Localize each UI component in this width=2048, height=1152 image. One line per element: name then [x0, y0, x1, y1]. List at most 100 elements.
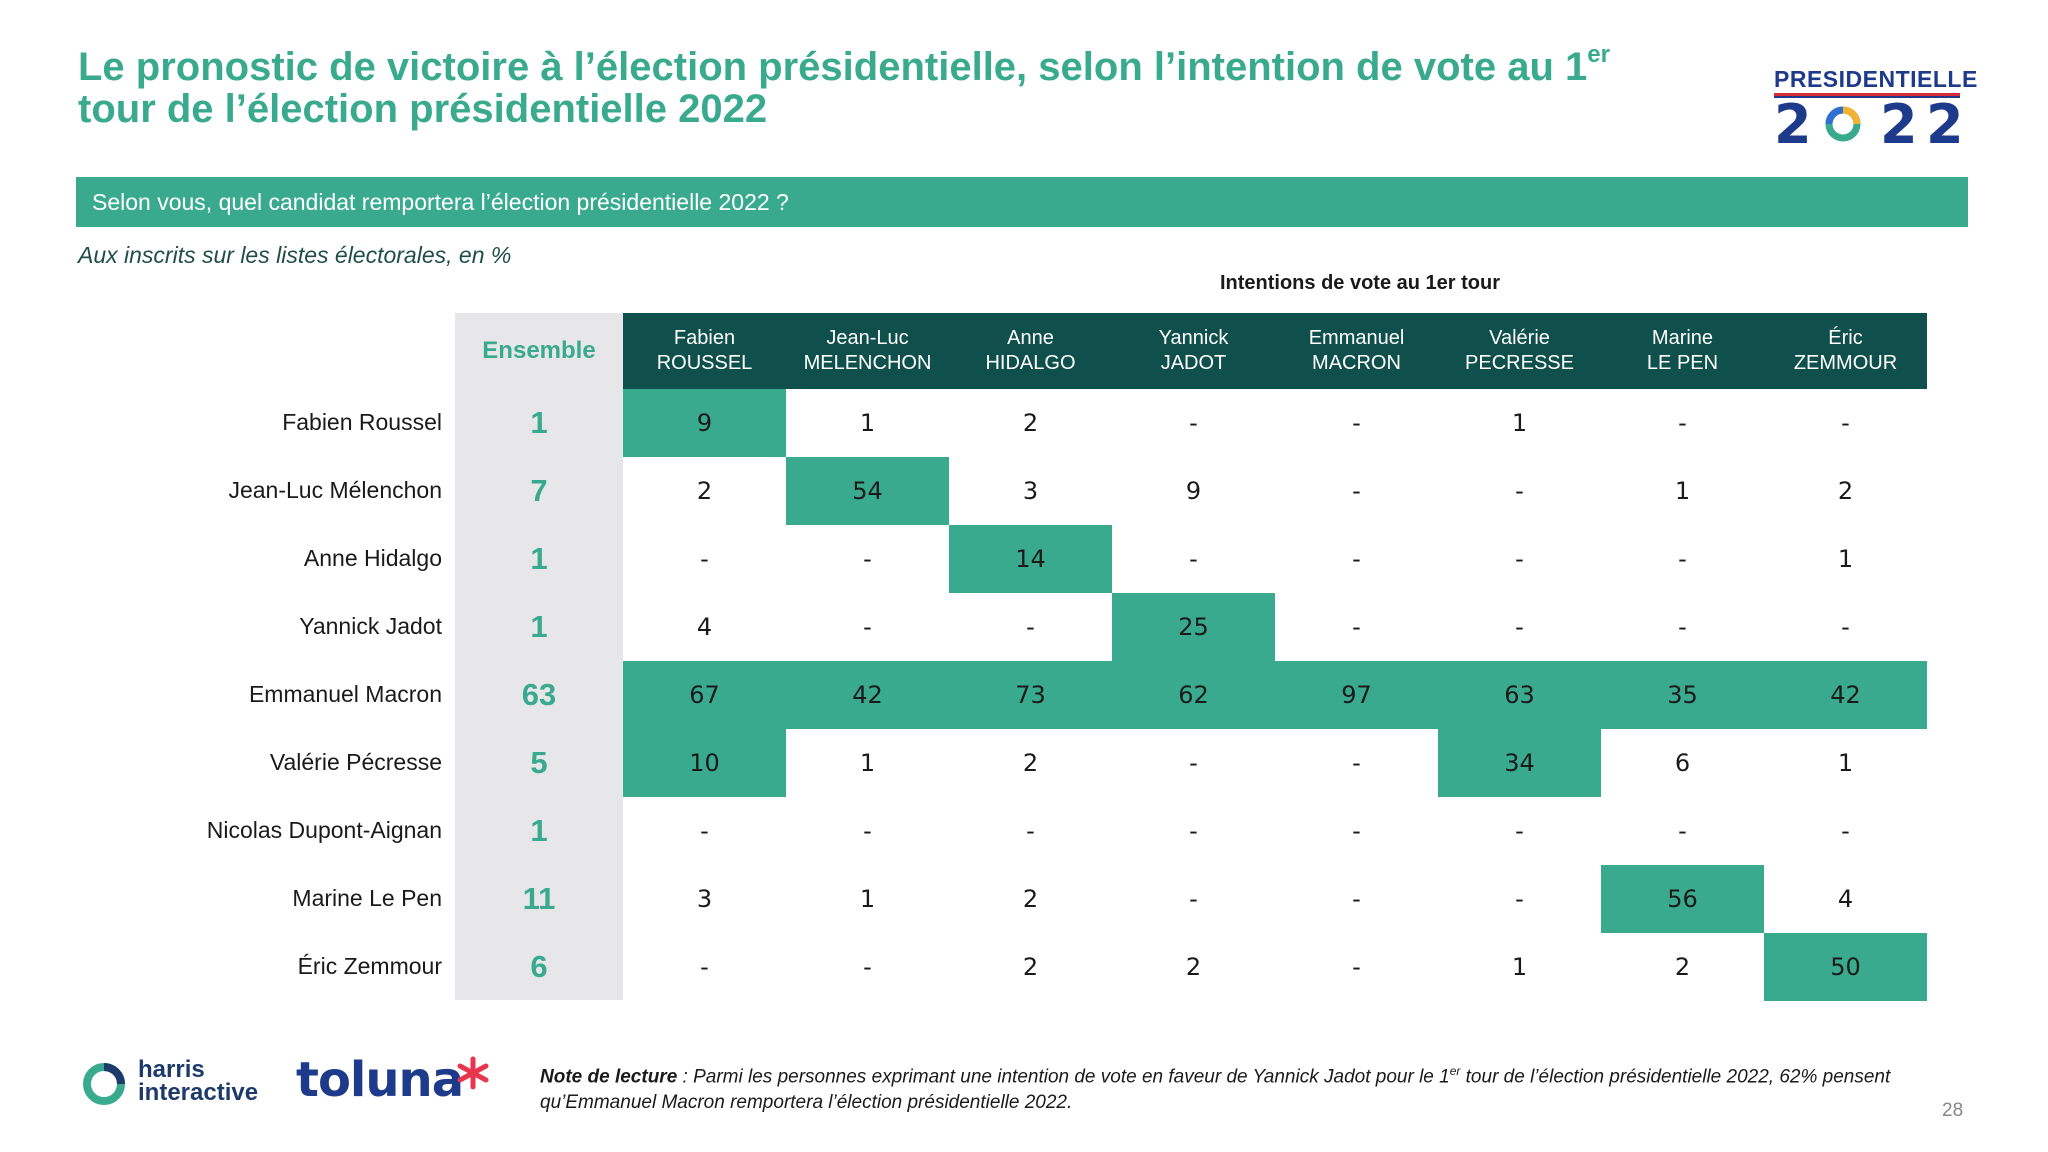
column-header: Valérie PECRESSE: [1438, 313, 1601, 389]
table-cell: -: [1515, 477, 1524, 505]
table-cell: 42: [1764, 661, 1927, 729]
toluna-wordmark: toluna: [296, 1052, 464, 1108]
harris-line2: interactive: [138, 1079, 259, 1106]
table-cell: -: [1189, 817, 1198, 845]
toluna-star-icon: [457, 1056, 489, 1090]
ensemble-value: 63: [521, 677, 557, 712]
column-header-last: PECRESSE: [1465, 352, 1574, 374]
logo-digit-third: 2: [1880, 93, 1918, 156]
column-header: Anne HIDALGO: [949, 313, 1112, 389]
table-group-header: Intentions de vote au 1er tour: [1219, 272, 1501, 294]
column-header-first: Yannick: [1158, 327, 1229, 349]
column-header-first: Valérie: [1489, 327, 1550, 349]
logo-underline-red: [1774, 93, 1960, 96]
column-header: Yannick JADOT: [1112, 313, 1275, 389]
table-cell: 6: [1674, 749, 1691, 777]
table-cell: 2: [696, 477, 713, 505]
table-cell: 2: [1185, 953, 1202, 981]
table-cell: -: [1189, 885, 1198, 913]
toluna-logo: toluna: [296, 1052, 489, 1112]
column-header-last: ZEMMOUR: [1793, 352, 1898, 374]
table-cell: -: [1841, 817, 1850, 845]
table-cell: -: [700, 545, 709, 573]
row-label: Éric Zemmour: [297, 953, 442, 979]
table-cell: -: [1515, 613, 1524, 641]
table-cell: 97: [1275, 661, 1438, 729]
table-cell: -: [1352, 953, 1361, 981]
page-number: 28: [1942, 1100, 1964, 1121]
table-cell: -: [1515, 885, 1524, 913]
table-cell: 1: [1674, 477, 1691, 505]
reading-note-text-2: tour de l’élection présidentielle 2022, …: [540, 1066, 1891, 1114]
table-cell: -: [1352, 477, 1361, 505]
table-cell: -: [1352, 545, 1361, 573]
reading-note: Note de lecture : Parmi les personnes ex…: [540, 1058, 1940, 1116]
ensemble-value: 11: [522, 881, 556, 916]
page-title: Le pronostic de victoire à l’élection pr…: [78, 42, 1698, 131]
column-header-last: LE PEN: [1646, 352, 1719, 374]
table-cell: 1: [1837, 749, 1854, 777]
ensemble-column-background: [455, 313, 623, 1000]
column-header-last: JADOT: [1160, 352, 1227, 374]
table-cell: 2: [1022, 953, 1039, 981]
table-cell: -: [1678, 409, 1687, 437]
table-cell: 9: [1185, 477, 1202, 505]
table-cell: 42: [786, 661, 949, 729]
table-cell: 73: [949, 661, 1112, 729]
logo-digit-fourth: 2: [1926, 93, 1964, 156]
table-cell: -: [863, 817, 872, 845]
ensemble-value: 1: [530, 609, 548, 644]
row-label: Jean-Luc Mélenchon: [228, 477, 442, 503]
table-cell: 1: [1511, 953, 1528, 981]
logo-ring-icon: [1825, 106, 1861, 142]
title-line2: tour de l’élection présidentielle 2022: [78, 87, 768, 131]
title-line1: Le pronostic de victoire à l’élection pr…: [78, 45, 1588, 89]
presidentielle-2022-logo: PRESIDENTIELLE 2 2 2: [1770, 60, 1977, 156]
ensemble-header: Ensemble: [482, 337, 596, 364]
column-header-first: Marine: [1651, 327, 1714, 349]
table-cell: 1: [1837, 545, 1854, 573]
reading-note-label: Note de lecture: [540, 1066, 678, 1088]
harris-interactive-logo: harris interactive: [80, 1058, 280, 1108]
ensemble-value: 1: [530, 405, 548, 440]
table-cell: 3: [1022, 477, 1039, 505]
harris-wordmark: harris interactive: [138, 1056, 259, 1106]
column-header: Jean-Luc MELENCHON: [786, 313, 949, 389]
table-cell: 62: [1112, 661, 1275, 729]
table-cell: 4: [1837, 885, 1854, 913]
table-cell: -: [1026, 817, 1035, 845]
table-cell: -: [1352, 817, 1361, 845]
table-cell: 9: [623, 389, 786, 457]
title-superscript: er: [1587, 40, 1610, 68]
reading-note-text-1: : Parmi les personnes exprimant une inte…: [677, 1066, 1450, 1088]
logo-text: PRESIDENTIELLE: [1774, 66, 1978, 92]
table-cell: 2: [1674, 953, 1691, 981]
table-cell: 34: [1438, 729, 1601, 797]
row-label: Anne Hidalgo: [303, 545, 442, 571]
table-cell: -: [1352, 613, 1361, 641]
table-cell: 1: [859, 409, 876, 437]
table-cell: -: [1189, 545, 1198, 573]
column-header-last: HIDALGO: [985, 352, 1076, 374]
table-cell: -: [1678, 817, 1687, 845]
harris-line1: harris: [138, 1056, 205, 1083]
table-cell: -: [1026, 613, 1035, 641]
ensemble-value: 7: [530, 473, 548, 508]
column-header-first: Anne: [1007, 327, 1054, 349]
reading-note-superscript: er: [1449, 1064, 1461, 1078]
column-header: Éric ZEMMOUR: [1764, 313, 1927, 389]
table-cell: 1: [1511, 409, 1528, 437]
column-header-first: Jean-Luc: [826, 327, 909, 349]
row-label: Fabien Roussel: [282, 409, 442, 435]
table-cell: 1: [859, 749, 876, 777]
row-label: Valérie Pécresse: [269, 749, 442, 775]
column-header-first: Éric: [1828, 327, 1863, 349]
column-header-first: Fabien: [673, 327, 736, 349]
table-cell: 2: [1837, 477, 1854, 505]
table-cell: -: [1189, 749, 1198, 777]
table-cell: -: [863, 953, 872, 981]
ensemble-value: 1: [530, 813, 548, 848]
column-header: Marine LE PEN: [1601, 313, 1764, 389]
table-cell: 56: [1601, 865, 1764, 933]
ensemble-value: 6: [530, 949, 548, 984]
